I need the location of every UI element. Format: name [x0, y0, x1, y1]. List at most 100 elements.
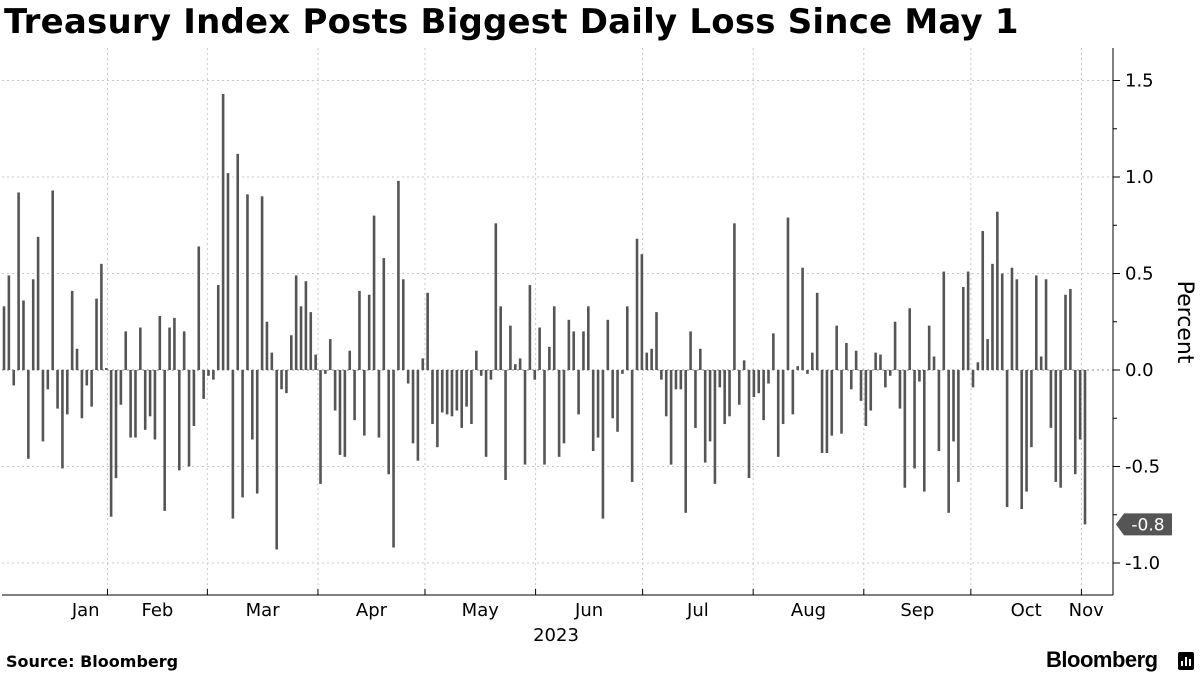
bar: [66, 370, 69, 415]
bar: [139, 327, 142, 370]
bar: [898, 370, 902, 409]
bar: [465, 370, 468, 407]
bar: [616, 370, 619, 432]
x-tick-label: Aug: [791, 600, 826, 621]
bar: [543, 370, 546, 465]
bar: [552, 306, 556, 370]
bar: [830, 370, 834, 436]
bar: [888, 370, 892, 376]
bar: [41, 370, 45, 442]
bar: [699, 348, 702, 370]
bar: [591, 370, 595, 452]
bar: [820, 370, 824, 453]
bar: [221, 94, 225, 370]
bar: [504, 370, 507, 481]
brand-logo: Bloomberg: [1046, 647, 1158, 672]
bar: [606, 319, 610, 370]
bar: [523, 370, 527, 465]
bar: [406, 370, 410, 384]
bar: [7, 275, 11, 370]
bar: [124, 331, 128, 370]
bar: [557, 370, 561, 457]
bar: [596, 370, 600, 438]
x-tick-label: Feb: [141, 600, 173, 621]
bloomberg-terminal-icon: [1178, 652, 1194, 670]
bar: [952, 370, 955, 442]
bar: [961, 287, 965, 370]
bar: [733, 223, 736, 370]
bar: [684, 370, 688, 513]
bar: [840, 370, 843, 434]
bar: [723, 370, 726, 425]
bar: [737, 370, 741, 405]
bar: [212, 370, 215, 380]
bar: [811, 352, 814, 370]
bar: [95, 298, 98, 370]
bar: [109, 370, 113, 517]
last-value-label: -0.8: [1131, 515, 1164, 535]
bar: [908, 308, 911, 370]
bar: [314, 354, 317, 370]
bar: [192, 370, 196, 426]
bar: [70, 290, 74, 370]
bar: [158, 315, 162, 370]
bar: [460, 370, 464, 428]
bar: [231, 370, 235, 519]
bar: [757, 370, 761, 394]
bar: [669, 370, 673, 465]
bar: [143, 370, 147, 430]
x-tick-label: May: [462, 600, 500, 621]
bar: [119, 370, 123, 405]
bar-series: [2, 94, 1087, 550]
source-note: Source: Bloomberg: [6, 652, 179, 671]
bar: [713, 370, 717, 484]
bar: [942, 271, 946, 370]
bar: [343, 370, 347, 457]
bar: [1000, 273, 1004, 370]
bar: [781, 370, 785, 425]
bar: [518, 358, 522, 370]
bar: [241, 370, 244, 498]
bar: [947, 370, 950, 513]
bar: [621, 370, 624, 374]
y-tick-label: -0.5: [1125, 457, 1160, 478]
bar: [494, 223, 498, 370]
bar: [197, 246, 201, 370]
bar: [202, 370, 205, 399]
bar: [148, 370, 152, 417]
bar: [46, 370, 50, 390]
bar: [353, 370, 356, 421]
bar: [971, 370, 975, 388]
bar: [499, 306, 502, 370]
bar: [484, 370, 488, 457]
bar: [436, 370, 439, 448]
bar: [270, 352, 274, 370]
bar: [411, 370, 415, 444]
bar: [1010, 267, 1014, 370]
bar: [509, 325, 512, 370]
x-tick-label: Jun: [574, 600, 603, 621]
bar: [986, 339, 989, 370]
bar: [718, 370, 722, 388]
bar: [36, 236, 40, 370]
bar: [528, 285, 532, 370]
bar: [367, 294, 371, 370]
bar: [660, 370, 663, 380]
bar: [893, 321, 897, 370]
bar: [265, 321, 269, 370]
bar: [601, 370, 605, 519]
bar: [635, 238, 639, 370]
bar: [236, 153, 240, 370]
bar: [445, 370, 449, 415]
bar: [80, 370, 84, 419]
bar: [475, 350, 478, 370]
bar: [372, 215, 376, 370]
y-axis: 1.5 1.0 0.5 0.0 -0.5 -1.0 Percent: [1112, 48, 1197, 595]
x-axis-year-label: 2023: [533, 625, 579, 646]
bar: [903, 370, 907, 488]
bar: [762, 370, 765, 421]
bar: [806, 370, 809, 374]
bar: [294, 275, 298, 370]
bar: [251, 370, 254, 440]
bar: [1039, 356, 1043, 370]
